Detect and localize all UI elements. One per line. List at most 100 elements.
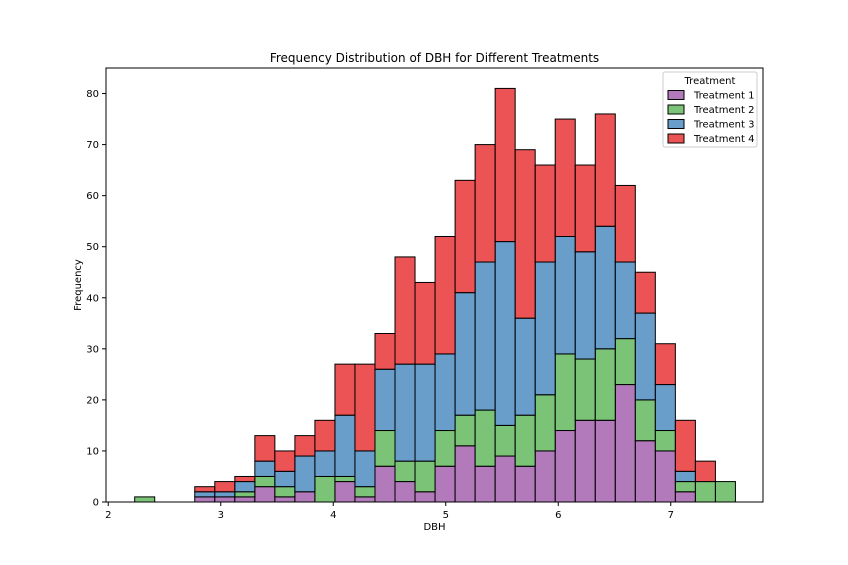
y-tick-label: 0 bbox=[93, 498, 99, 509]
legend-swatch bbox=[667, 90, 685, 100]
y-tick-label: 10 bbox=[86, 446, 99, 457]
bar-4-23 bbox=[594, 113, 616, 227]
y-tick-label: 20 bbox=[86, 395, 99, 406]
bar-4-19 bbox=[514, 149, 536, 319]
bar-2-6 bbox=[254, 475, 276, 488]
bar-4-12 bbox=[374, 333, 396, 370]
bar-1-7 bbox=[274, 496, 296, 503]
bar-3-17 bbox=[474, 261, 496, 411]
bar-1-8 bbox=[294, 491, 316, 503]
y-axis: 0 10 20 30 40 50 60 70 80 bbox=[86, 89, 106, 509]
y-tick-label: 60 bbox=[86, 191, 99, 202]
bar-1-22 bbox=[574, 419, 596, 503]
bar-2-0 bbox=[134, 496, 156, 503]
bar-4-6 bbox=[254, 435, 276, 462]
bar-4-13 bbox=[394, 256, 416, 365]
bar-1-19 bbox=[514, 465, 536, 503]
bar-1-20 bbox=[534, 450, 556, 503]
bar-4-7 bbox=[274, 450, 296, 472]
legend-label: Treatment 3 bbox=[693, 120, 754, 131]
bar-1-4 bbox=[214, 496, 236, 503]
bar-1-3 bbox=[194, 496, 216, 503]
bar-1-13 bbox=[394, 481, 416, 503]
bar-2-29 bbox=[714, 481, 736, 503]
bar-3-18 bbox=[494, 241, 516, 426]
bar-4-8 bbox=[294, 435, 316, 457]
bar-2-15 bbox=[434, 430, 456, 467]
bar-2-23 bbox=[594, 348, 616, 421]
bar-4-21 bbox=[554, 118, 576, 237]
bar-3-6 bbox=[254, 460, 276, 477]
bar-4-20 bbox=[534, 164, 556, 263]
bar-4-25 bbox=[634, 271, 656, 314]
bar-3-23 bbox=[594, 225, 616, 350]
bar-4-11 bbox=[354, 363, 376, 452]
bar-3-15 bbox=[434, 353, 456, 432]
bar-3-25 bbox=[634, 312, 656, 401]
bar-4-24 bbox=[614, 184, 636, 263]
bar-3-16 bbox=[454, 292, 476, 416]
bar-3-21 bbox=[554, 235, 576, 355]
bar-3-9 bbox=[314, 450, 336, 477]
y-tick-label: 50 bbox=[86, 242, 99, 253]
bar-2-27 bbox=[674, 481, 696, 493]
bar-2-25 bbox=[634, 399, 656, 442]
bar-4-27 bbox=[674, 419, 696, 472]
x-tick-label: 2 bbox=[105, 510, 111, 521]
bar-3-20 bbox=[534, 261, 556, 396]
bar-2-28 bbox=[694, 481, 716, 503]
bar-3-13 bbox=[394, 363, 416, 462]
bar-3-5 bbox=[234, 481, 256, 493]
bar-3-27 bbox=[674, 470, 696, 483]
bar-3-19 bbox=[514, 317, 536, 416]
bar-1-5 bbox=[234, 496, 256, 503]
y-axis-label: Frequency bbox=[73, 259, 84, 311]
bar-2-20 bbox=[534, 394, 556, 452]
bar-2-9 bbox=[314, 475, 336, 503]
legend-label: Treatment 2 bbox=[693, 105, 754, 116]
bar-2-10 bbox=[334, 475, 356, 483]
x-tick-label: 5 bbox=[443, 510, 449, 521]
bar-4-3 bbox=[194, 486, 216, 493]
y-tick-label: 40 bbox=[86, 293, 99, 304]
legend-label: Treatment 4 bbox=[693, 134, 754, 145]
legend-swatch bbox=[667, 119, 685, 129]
bars-group bbox=[134, 87, 736, 503]
bar-4-5 bbox=[234, 475, 256, 483]
bar-2-13 bbox=[394, 460, 416, 483]
legend-swatch bbox=[667, 104, 685, 115]
bar-1-11 bbox=[354, 496, 376, 503]
bar-4-16 bbox=[454, 179, 476, 294]
bar-2-26 bbox=[654, 430, 676, 452]
bar-2-21 bbox=[554, 353, 576, 432]
x-tick-label: 4 bbox=[330, 510, 336, 521]
bar-3-12 bbox=[374, 368, 396, 432]
bar-1-14 bbox=[414, 491, 436, 503]
legend: Treatment Treatment 1 Treatment 2 Treatmen… bbox=[662, 71, 758, 148]
legend-title: Treatment bbox=[684, 76, 736, 87]
bar-3-26 bbox=[654, 384, 676, 432]
bar-4-4 bbox=[214, 481, 236, 493]
bar-3-10 bbox=[334, 414, 356, 477]
bar-2-5 bbox=[234, 491, 256, 498]
chart-title: Frequency Distribution of DBH for Differ… bbox=[270, 51, 599, 65]
bar-3-14 bbox=[414, 363, 436, 462]
bar-4-28 bbox=[694, 460, 716, 483]
bar-2-19 bbox=[514, 414, 536, 467]
legend-label: Treatment 1 bbox=[693, 91, 754, 102]
bar-4-26 bbox=[654, 343, 676, 386]
bar-4-9 bbox=[314, 419, 336, 452]
bar-3-8 bbox=[294, 455, 316, 493]
bar-3-24 bbox=[614, 261, 636, 340]
bar-4-14 bbox=[414, 281, 436, 365]
bar-4-17 bbox=[474, 144, 496, 263]
bar-1-21 bbox=[554, 430, 576, 503]
legend-swatch bbox=[667, 133, 685, 144]
bar-3-3 bbox=[194, 491, 216, 498]
y-tick-label: 70 bbox=[86, 140, 99, 151]
bar-1-6 bbox=[254, 486, 276, 503]
bar-1-17 bbox=[474, 465, 496, 503]
bar-4-10 bbox=[334, 363, 356, 416]
bar-3-11 bbox=[354, 450, 376, 488]
